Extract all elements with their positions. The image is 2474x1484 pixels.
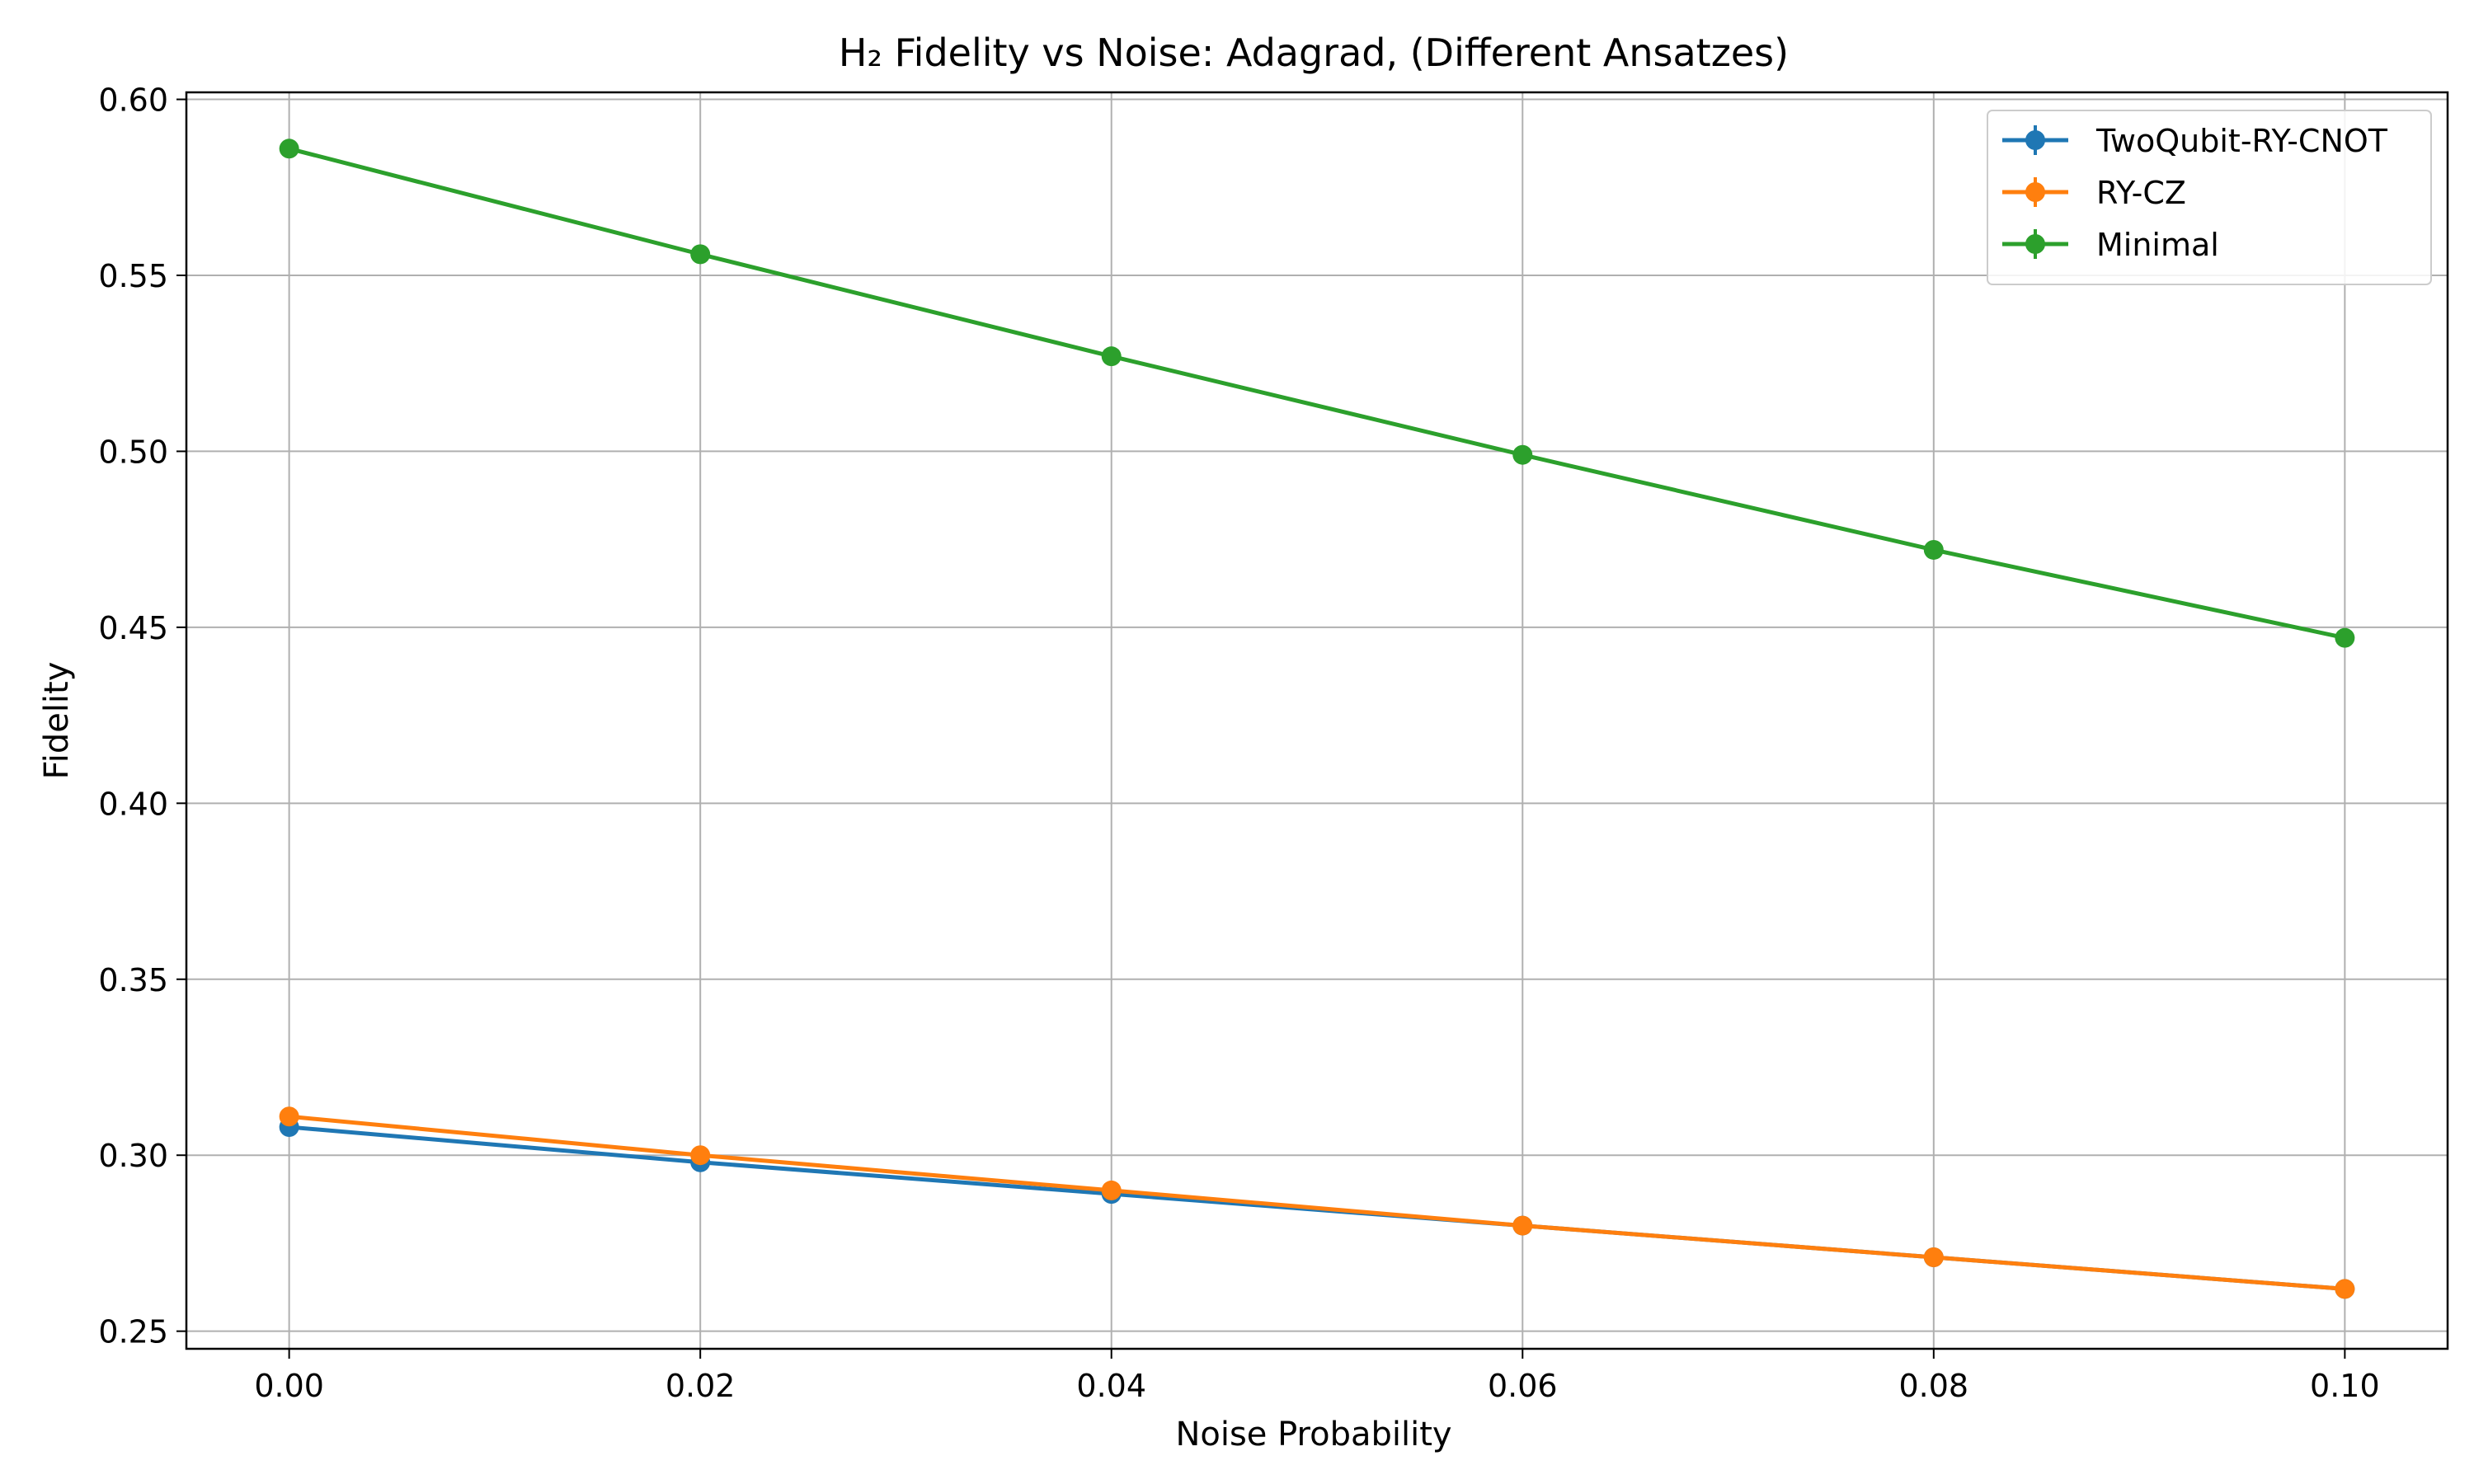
legend-marker xyxy=(2025,130,2045,150)
data-point xyxy=(690,1145,711,1166)
axes: 0.00 0.02 0.04 0.06 0.08 0.10 0.25 0.30 0.35 0.40… xyxy=(98,82,2379,1404)
x-tick-label: 0.06 xyxy=(1488,1368,1558,1404)
y-tick-label: 0.35 xyxy=(98,962,168,998)
data-point xyxy=(2335,627,2355,648)
y-axis-label: Fidelity xyxy=(38,662,76,780)
legend-label: RY-CZ xyxy=(2096,175,2186,211)
y-tick-label: 0.25 xyxy=(98,1314,168,1350)
data-point xyxy=(1101,1180,1122,1200)
x-tick-label: 0.10 xyxy=(2310,1368,2380,1404)
chart-title: H₂ Fidelity vs Noise: Adagrad, (Differen… xyxy=(839,31,1789,75)
x-tick-label: 0.00 xyxy=(254,1368,324,1404)
data-point xyxy=(279,1106,299,1127)
series-line xyxy=(289,1114,2345,1291)
y-tick-label: 0.40 xyxy=(98,786,168,822)
data-point xyxy=(1512,444,1533,465)
y-tick-label: 0.50 xyxy=(98,434,168,470)
data-point xyxy=(690,244,711,265)
x-tick-label: 0.08 xyxy=(1899,1368,1969,1404)
legend-label: Minimal xyxy=(2096,227,2219,263)
legend: TwoQubit-RY-CNOT RY-CZ Minimal xyxy=(1987,110,2432,285)
legend-box xyxy=(1987,110,2432,285)
data-point xyxy=(2335,1279,2355,1299)
series-group xyxy=(279,139,2355,1299)
y-tick-label: 0.60 xyxy=(98,82,168,119)
data-point xyxy=(1512,1215,1533,1236)
data-point xyxy=(1101,346,1122,367)
data-point xyxy=(1923,1247,1944,1268)
y-tick-label: 0.30 xyxy=(98,1138,168,1174)
plot-frame xyxy=(185,91,2449,1350)
x-tick-label: 0.04 xyxy=(1076,1368,1146,1404)
x-tick-label: 0.02 xyxy=(666,1368,736,1404)
x-axis-label: Noise Probability xyxy=(1175,1416,1451,1453)
legend-marker xyxy=(2025,182,2045,202)
legend-marker xyxy=(2025,234,2045,254)
y-tick-label: 0.45 xyxy=(98,610,168,646)
data-point xyxy=(279,139,299,159)
legend-label: TwoQubit-RY-CNOT xyxy=(2095,123,2388,159)
data-point xyxy=(1923,539,1944,560)
y-tick-label: 0.55 xyxy=(98,258,168,294)
series-line xyxy=(289,146,2345,641)
